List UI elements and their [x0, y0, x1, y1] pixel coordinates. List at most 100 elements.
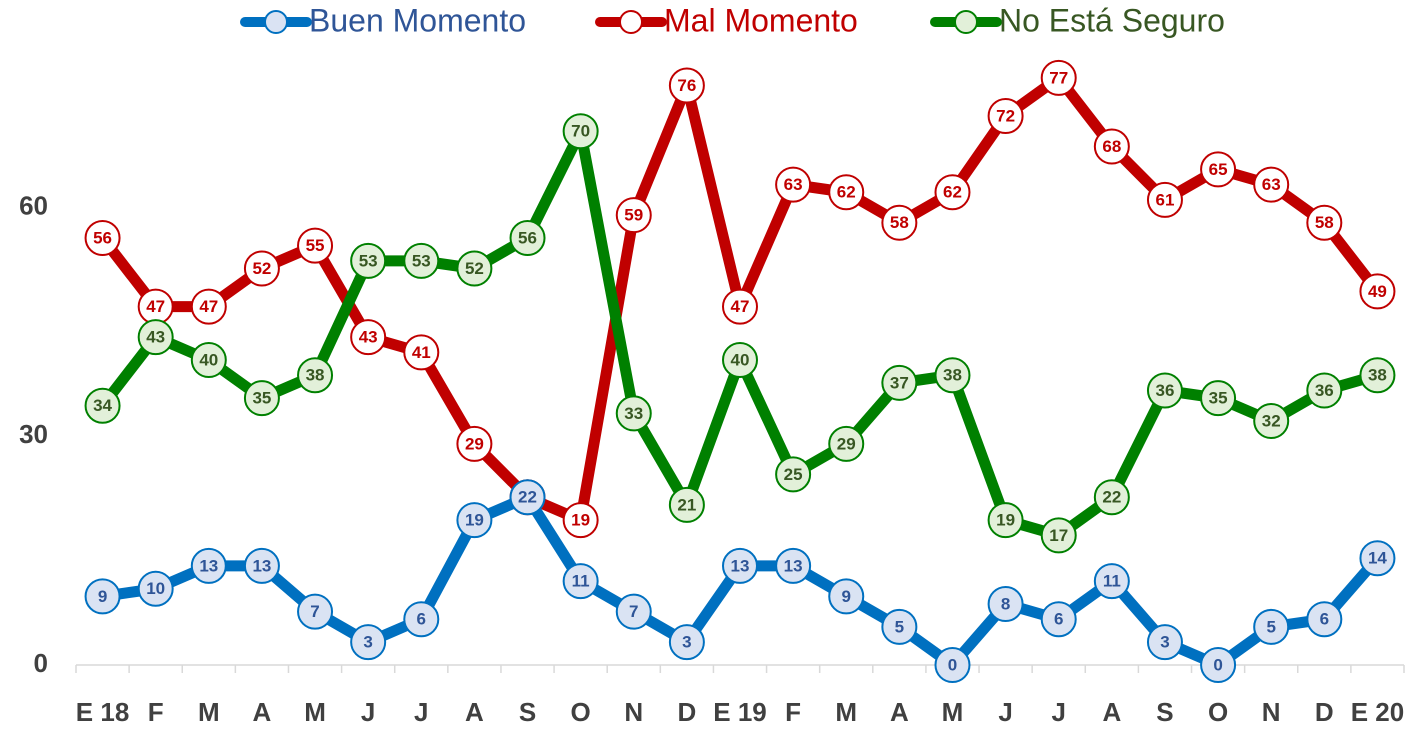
data-point	[615, 197, 652, 234]
data-point	[668, 624, 705, 661]
x-tick-label: E 18	[76, 697, 130, 727]
data-point	[562, 113, 599, 150]
data-label: 6	[1320, 610, 1329, 629]
legend-label: Mal Momento	[664, 2, 858, 38]
data-point	[1359, 540, 1396, 577]
data-point	[456, 250, 493, 287]
data-point	[137, 319, 174, 356]
legend-label: No Está Seguro	[999, 2, 1225, 38]
x-tick-label: J	[998, 697, 1012, 727]
data-label: 62	[837, 183, 856, 202]
data-point	[84, 578, 121, 615]
data-label: 61	[1155, 190, 1174, 209]
data-label: 40	[199, 350, 218, 369]
data-point	[1146, 624, 1183, 661]
x-tick-label: A	[253, 697, 272, 727]
data-label: 38	[306, 366, 325, 385]
data-label: 63	[784, 175, 803, 194]
data-point	[297, 357, 334, 394]
data-point	[828, 174, 865, 211]
x-tick-label: A	[890, 697, 909, 727]
data-label: 29	[465, 434, 484, 453]
data-point	[350, 242, 387, 279]
data-point	[403, 242, 440, 279]
data-point	[1093, 563, 1130, 600]
data-point	[1253, 403, 1290, 439]
data-point	[1040, 517, 1077, 554]
data-label: 33	[624, 404, 643, 423]
data-label: 49	[1368, 282, 1387, 301]
data-label: 37	[890, 373, 909, 392]
data-point	[1200, 151, 1237, 188]
data-point	[1359, 357, 1396, 394]
data-point	[509, 220, 546, 256]
data-label: 9	[98, 587, 107, 606]
data-point	[84, 220, 121, 256]
data-label: 53	[412, 251, 431, 270]
data-label: 13	[252, 556, 271, 575]
data-label: 19	[996, 511, 1015, 530]
data-point	[615, 395, 652, 432]
data-label: 13	[199, 556, 218, 575]
data-point	[1306, 601, 1343, 638]
data-label: 72	[996, 106, 1015, 125]
data-point	[456, 502, 493, 539]
data-label: 0	[948, 655, 957, 674]
data-label: 68	[1102, 137, 1121, 156]
data-point	[350, 624, 387, 661]
data-point	[243, 250, 280, 287]
y-tick-label: 30	[19, 419, 48, 449]
data-label: 38	[1368, 366, 1387, 385]
legend-marker	[619, 10, 643, 34]
x-tick-label: E 20	[1351, 697, 1405, 727]
data-label: 41	[412, 343, 431, 362]
series: 34 43 40 35 38 53 53 52 56 70 33 21 40 25 29 37 38 19 17 22…	[84, 113, 1396, 554]
data-point	[1040, 59, 1077, 96]
data-label: 19	[571, 511, 590, 530]
data-point	[775, 456, 812, 493]
data-point	[562, 563, 599, 600]
x-tick-label: N	[624, 697, 643, 727]
data-point	[722, 547, 758, 584]
data-point	[190, 547, 227, 584]
legend-marker	[954, 10, 978, 34]
y-tick-label: 0	[34, 648, 48, 678]
data-label: 7	[310, 602, 319, 621]
data-point	[350, 319, 387, 356]
x-tick-label: F	[785, 697, 801, 727]
data-label: 36	[1315, 381, 1334, 400]
data-point	[668, 486, 705, 523]
data-label: 36	[1155, 381, 1174, 400]
data-label: 55	[306, 236, 325, 255]
x-tick-label: M	[304, 697, 326, 727]
data-label: 11	[572, 572, 590, 591]
data-label: 8	[1001, 594, 1010, 613]
data-label: 56	[93, 228, 112, 247]
data-label: 43	[359, 328, 378, 347]
legend-marker	[264, 10, 288, 34]
data-label: 22	[518, 488, 537, 507]
data-label: 70	[571, 122, 590, 141]
data-label: 76	[677, 76, 696, 95]
x-tick-label: M	[835, 697, 857, 727]
data-label: 59	[624, 206, 643, 225]
data-point	[403, 334, 440, 371]
data-point	[775, 547, 812, 584]
data-label: 3	[682, 633, 691, 652]
data-label: 13	[784, 556, 803, 575]
data-point	[1200, 647, 1237, 683]
data-label: 47	[731, 297, 750, 316]
data-point	[987, 586, 1024, 622]
data-label: 62	[943, 183, 962, 202]
data-label: 47	[146, 297, 165, 316]
data-point	[775, 166, 812, 203]
data-point	[562, 502, 599, 539]
data-point	[668, 67, 705, 104]
data-label: 6	[417, 610, 426, 629]
data-point	[1040, 601, 1077, 638]
data-point	[243, 380, 280, 417]
data-point	[881, 364, 918, 401]
x-tick-label: J	[414, 697, 428, 727]
data-point	[456, 425, 493, 462]
